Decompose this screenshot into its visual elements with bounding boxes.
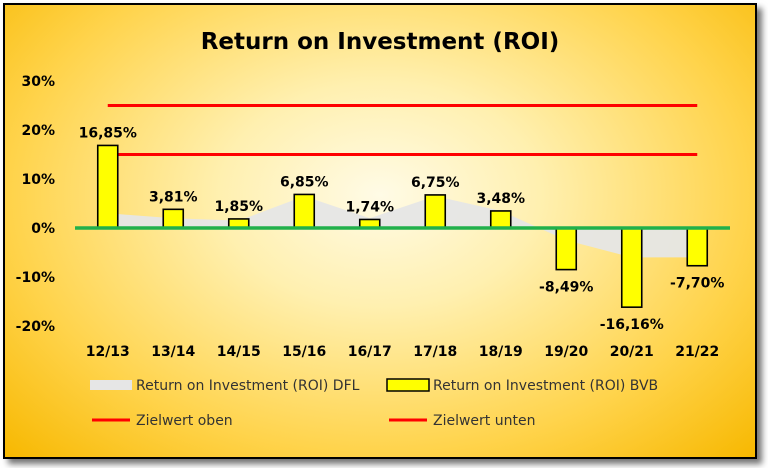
chart-frame: Return on Investment (ROI) 16,85% 3,81% 1,… bbox=[3, 3, 757, 459]
chart-title: Return on Investment (ROI) bbox=[201, 29, 560, 55]
bar-21-22 bbox=[686, 227, 709, 267]
y-tick-label: -10% bbox=[16, 270, 55, 286]
legend-label: Return on Investment (ROI) DFL bbox=[136, 378, 360, 394]
y-tick-label: 10% bbox=[21, 172, 55, 188]
y-tick-label: 0% bbox=[31, 221, 55, 237]
x-tick-label: 18/19 bbox=[479, 344, 523, 360]
x-tick-label: 16/17 bbox=[348, 344, 392, 360]
data-label: 3,48% bbox=[476, 191, 525, 207]
data-label: 6,85% bbox=[280, 174, 329, 190]
legend-item: Zielwert oben bbox=[92, 413, 233, 429]
legend-item: Return on Investment (ROI) BVB bbox=[386, 378, 658, 394]
data-label-layer: 16,85% 3,81% 1,85% 6,85% 1,74% 6,75% 3,48% -8,4… bbox=[79, 125, 725, 333]
legend-item: Zielwert unten bbox=[389, 413, 535, 429]
axis-layer: 30% 20% 10% 0% -10% -20% 12/13 13/14 14/15 15/16 1… bbox=[16, 74, 720, 360]
data-label: 3,81% bbox=[149, 189, 198, 205]
data-label: 16,85% bbox=[79, 125, 137, 141]
x-tick-label: 17/18 bbox=[413, 344, 457, 360]
roi-chart: Return on Investment (ROI) 16,85% 3,81% 1,… bbox=[16, 29, 730, 429]
x-tick-label: 12/13 bbox=[86, 344, 130, 360]
data-label: 1,85% bbox=[214, 199, 263, 215]
legend-label: Zielwert unten bbox=[433, 413, 535, 429]
x-tick-label: 15/16 bbox=[282, 344, 326, 360]
legend-swatch-area bbox=[90, 380, 132, 390]
bar-12-13 bbox=[96, 144, 119, 229]
x-tick-label: 14/15 bbox=[217, 344, 261, 360]
data-label: -7,70% bbox=[670, 276, 724, 292]
target-lines-layer bbox=[107, 104, 698, 156]
legend-label: Return on Investment (ROI) BVB bbox=[433, 378, 658, 394]
legend-swatch-bar bbox=[386, 378, 430, 392]
data-label: 6,75% bbox=[411, 175, 460, 191]
bar-18-19 bbox=[489, 210, 512, 229]
bar-15-16 bbox=[293, 193, 316, 229]
legend-item: Return on Investment (ROI) DFL bbox=[90, 378, 360, 394]
x-tick-label: 21/22 bbox=[675, 344, 719, 360]
x-tick-label: 13/14 bbox=[151, 344, 195, 360]
x-tick-label: 20/21 bbox=[610, 344, 654, 360]
bar-13-14 bbox=[162, 208, 185, 229]
legend-label: Zielwert oben bbox=[136, 413, 233, 429]
y-tick-label: 20% bbox=[21, 123, 55, 139]
data-label: -8,49% bbox=[539, 280, 593, 296]
legend: Return on Investment (ROI) DFL Return on … bbox=[90, 378, 658, 429]
y-tick-label: -20% bbox=[16, 319, 55, 335]
data-label: -16,16% bbox=[600, 317, 664, 333]
y-tick-label: 30% bbox=[21, 74, 55, 90]
bar-17-18 bbox=[424, 194, 447, 229]
bar-19-20 bbox=[555, 227, 578, 271]
x-tick-label: 19/20 bbox=[544, 344, 588, 360]
data-label: 1,74% bbox=[345, 199, 394, 215]
bar-20-21 bbox=[620, 227, 643, 308]
